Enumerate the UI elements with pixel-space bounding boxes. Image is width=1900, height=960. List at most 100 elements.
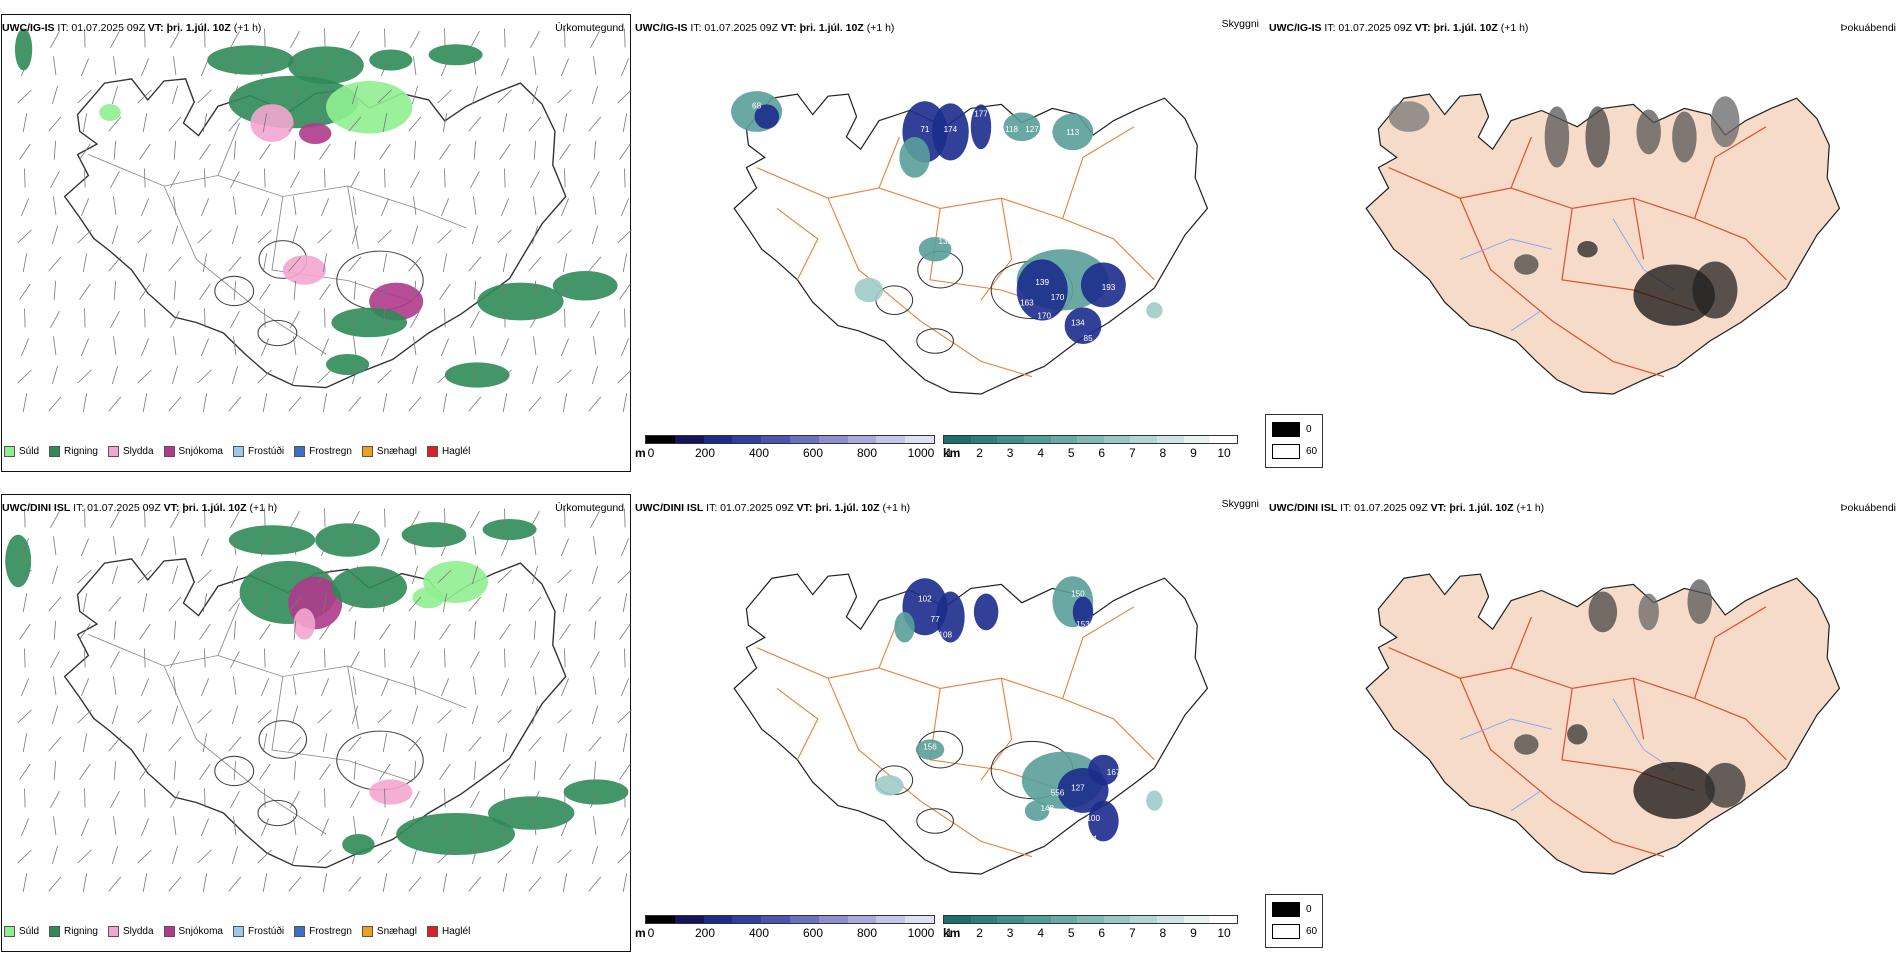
wind-barb: [113, 280, 117, 300]
wind-barb: [22, 593, 28, 612]
glacier-outline: [916, 328, 954, 354]
wind-barb: [231, 225, 239, 245]
wind-barb: [137, 849, 152, 864]
wind-barb: [293, 760, 297, 780]
wind-barb: [288, 116, 302, 132]
precip-area: [563, 779, 629, 805]
visibility-area: [854, 277, 884, 303]
wind-barb: [348, 116, 362, 132]
wind-barb: [501, 538, 509, 557]
wind-barb: [588, 396, 602, 412]
wind-barb: [173, 760, 177, 780]
fog-area: [1514, 734, 1539, 755]
wind-barb: [259, 763, 271, 780]
fog-map: [1365, 573, 1841, 875]
precip-area: [14, 28, 33, 71]
wind-barb: [201, 198, 209, 217]
wind-barb: [77, 89, 92, 104]
wind-barb: [257, 709, 272, 724]
wind-barb: [291, 845, 299, 865]
colorbar-tick: 9: [1190, 926, 1197, 940]
precip-legend-item: Frostregn: [294, 445, 352, 457]
wind-barb: [471, 85, 479, 105]
wind-barb: [257, 849, 272, 864]
legend-label: Slydda: [122, 445, 154, 457]
wind-barb: [379, 763, 391, 780]
wind-barb: [171, 85, 179, 105]
precip-legend-item: Súld: [4, 445, 39, 457]
visibility-area: [1088, 754, 1119, 786]
panel-title: Þokuábendi: [1840, 502, 1896, 514]
wind-barb: [473, 536, 477, 556]
wind-barb: [562, 253, 568, 272]
colorbar-tick: 0: [647, 926, 655, 940]
cloud-base-label: 170: [1037, 312, 1051, 321]
road-network: [88, 602, 467, 835]
wind-barb: [468, 256, 482, 272]
wind-barb: [84, 308, 86, 328]
wind-barb: [591, 225, 599, 245]
wind-barb: [411, 225, 419, 245]
coastline: [63, 78, 567, 389]
wind-barb: [24, 28, 26, 48]
wind-barb: [22, 733, 28, 752]
wind-barb: [322, 593, 328, 612]
wind-barb: [353, 816, 357, 836]
wind-barb: [377, 569, 392, 584]
wind-barb: [53, 280, 57, 300]
precip-area: [369, 49, 413, 71]
wind-barb: [137, 369, 152, 384]
wind-barb: [530, 310, 540, 329]
wind-barb: [321, 678, 329, 697]
wind-barb: [111, 565, 119, 585]
wind-barb: [591, 565, 599, 585]
wind-barb: [51, 845, 59, 865]
legend-label: Haglél: [441, 925, 471, 937]
wind-barb: [348, 396, 362, 412]
wind-barb: [564, 648, 566, 668]
wind-barb: [382, 393, 388, 412]
wind-barb: [113, 676, 117, 696]
precip-area: [326, 81, 413, 134]
fog-legend-swatch: [1272, 902, 1300, 917]
wind-barb: [82, 733, 88, 752]
wind-barb: [48, 876, 62, 892]
wind-barb: [261, 538, 269, 557]
wind-barb: [382, 593, 388, 612]
legend-swatch: [107, 925, 119, 937]
colorbar-tick: 600: [802, 926, 824, 940]
wind-barb: [350, 310, 360, 329]
wind-barb: [561, 678, 569, 697]
fog-map: [1365, 93, 1841, 395]
wind-barb: [557, 369, 572, 384]
legend-swatch: [4, 445, 15, 457]
panel-header: UWC/IG-IS IT: 01.07.2025 09Z VT: þri. 1.…: [2, 22, 261, 34]
wind-barb: [79, 623, 91, 640]
wind-barb: [353, 196, 357, 216]
visibility-area: [1146, 302, 1163, 319]
wind-barb: [319, 283, 331, 300]
wind-barb: [77, 229, 92, 244]
wind-barb: [377, 89, 392, 104]
cloud-base-label: 193: [1102, 283, 1116, 292]
cloud-base-label: 76: [925, 646, 935, 655]
fog-legend-label: 60: [1306, 926, 1318, 937]
wind-barb: [381, 818, 389, 837]
wind-barb: [111, 705, 119, 725]
legend-swatch: [426, 445, 438, 457]
colorbar-unit: m: [635, 446, 646, 460]
visibility-colorbar: km 1 2 3 4 5 6 7 8 9 10: [943, 435, 1239, 461]
wind-barb: [293, 676, 297, 696]
precip-area: [331, 566, 408, 609]
wind-barb: [502, 733, 508, 752]
visibility-area: [1072, 596, 1094, 628]
wind-barb: [471, 365, 479, 385]
wind-barb: [504, 28, 506, 48]
wind-barb: [144, 308, 146, 328]
wind-barb: [379, 143, 391, 160]
wind-barb: [230, 790, 240, 809]
road-network: [756, 126, 1155, 378]
wind-barb: [139, 143, 151, 160]
panel-title: Úrkomutegund: [555, 502, 624, 514]
wind-barb: [81, 818, 89, 837]
